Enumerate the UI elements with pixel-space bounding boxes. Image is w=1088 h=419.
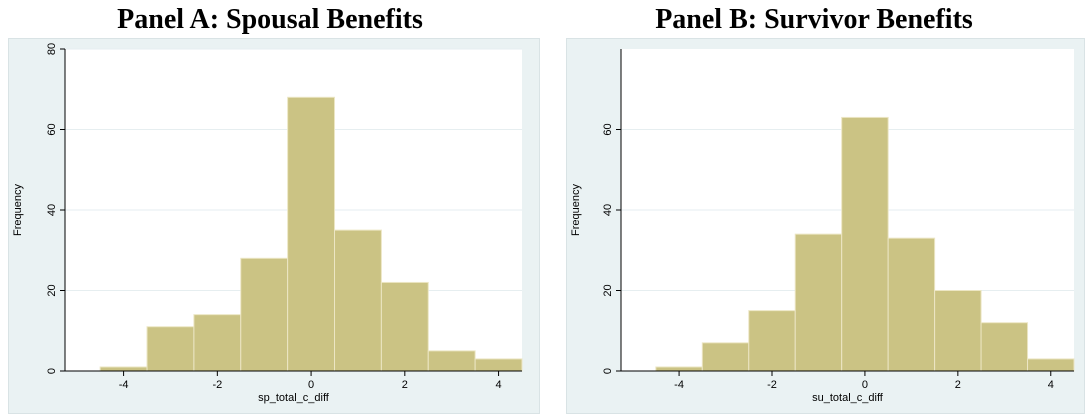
histogram-bar bbox=[427, 350, 476, 372]
histogram-bar bbox=[887, 237, 936, 372]
y-tick-label: 60 bbox=[602, 123, 614, 135]
histogram-chart: 0 20 40 60 -4 -2 0 2 4 Frequency su_total_c_diff bbox=[570, 49, 1075, 404]
y-tick-label: 40 bbox=[46, 204, 58, 216]
x-tick-label: 2 bbox=[402, 379, 408, 391]
histogram-bar bbox=[934, 290, 982, 372]
y-tick-label: 0 bbox=[602, 368, 614, 374]
histogram-bar bbox=[748, 310, 796, 372]
y-tick-label: 80 bbox=[46, 43, 58, 55]
chart-title: Panel B: Survivor Benefits bbox=[655, 4, 973, 35]
histogram-bar bbox=[334, 229, 382, 372]
x-tick-label: 0 bbox=[308, 379, 314, 391]
histogram-bar bbox=[380, 281, 429, 372]
x-tick-label: 4 bbox=[496, 379, 502, 391]
histogram-bar bbox=[146, 326, 195, 372]
chart-frame: 0 20 40 60 80 -4 -2 0 2 4 Frequency sp_total_c_diff bbox=[8, 38, 540, 414]
histogram-bar bbox=[240, 257, 289, 372]
x-tick-label: -2 bbox=[767, 379, 777, 391]
y-tick-label: 60 bbox=[46, 123, 58, 135]
y-tick-label: 20 bbox=[46, 284, 58, 296]
x-axis-title: sp_total_c_diff bbox=[258, 392, 330, 404]
histogram-bar bbox=[193, 314, 242, 372]
histogram-bar bbox=[841, 116, 889, 372]
histogram-bar bbox=[701, 342, 750, 372]
histogram-bar bbox=[1027, 358, 1075, 372]
panel-spousal: Panel A: Spousal Benefits 0 20 40 60 80 -4 -2 0… bbox=[0, 0, 540, 419]
y-tick-label: 0 bbox=[46, 368, 58, 374]
histogram-bar bbox=[655, 366, 703, 372]
y-tick-label: 20 bbox=[602, 284, 614, 296]
histogram-bar bbox=[794, 233, 843, 372]
x-tick-label: -2 bbox=[212, 379, 222, 391]
x-tick-label: -4 bbox=[674, 379, 684, 391]
x-tick-label: 2 bbox=[955, 379, 961, 391]
histogram-bar bbox=[99, 366, 148, 372]
histogram-bar bbox=[474, 358, 523, 372]
y-axis-title: Frequency bbox=[12, 184, 24, 236]
panel-survivor: Panel B: Survivor Benefits 0 20 40 60 -4 -2 0 2… bbox=[540, 0, 1088, 419]
histogram-bar bbox=[980, 322, 1029, 372]
x-tick-label: 0 bbox=[862, 379, 868, 391]
x-axis-title: su_total_c_diff bbox=[812, 392, 884, 404]
histogram-chart: 0 20 40 60 80 -4 -2 0 2 4 Frequency sp_total_c_diff bbox=[12, 43, 523, 404]
x-tick-label: -4 bbox=[119, 379, 129, 391]
histogram-bar bbox=[287, 96, 336, 372]
y-tick-label: 40 bbox=[602, 204, 614, 216]
x-tick-label: 4 bbox=[1048, 379, 1054, 391]
chart-title: Panel A: Spousal Benefits bbox=[117, 4, 423, 35]
chart-frame: 0 20 40 60 -4 -2 0 2 4 Frequency su_total_c_diff bbox=[566, 38, 1085, 414]
y-axis-title: Frequency bbox=[570, 184, 582, 236]
